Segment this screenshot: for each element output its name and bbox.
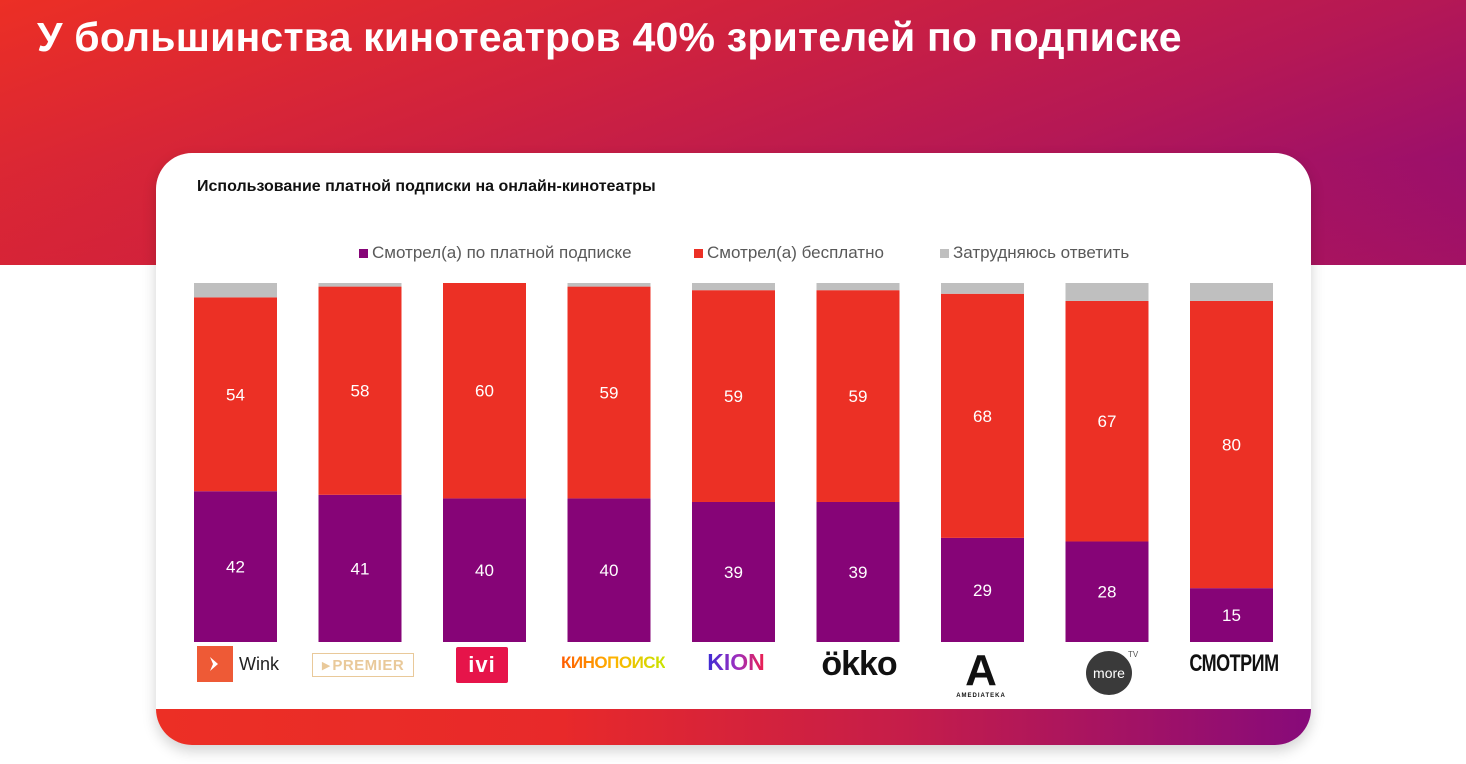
bar-segment-unsure-5 — [816, 283, 900, 291]
bar-segment-unsure-8 — [1190, 283, 1273, 301]
bar-segment-free-0 — [194, 297, 277, 492]
bar-segment-unsure-1 — [318, 283, 402, 287]
kinopoisk-text: КИНОПОИСК — [561, 653, 665, 672]
bar-segment-unsure-0 — [194, 283, 277, 298]
bar-segment-paid-8 — [1190, 588, 1273, 642]
data-label-paid-7: 28 — [1098, 583, 1117, 602]
bar-segment-paid-6 — [941, 537, 1024, 642]
logo-kion: KION — [696, 649, 776, 675]
data-label-paid-2: 40 — [475, 561, 494, 580]
chart-title: Использование платной подписки на онлайн… — [197, 178, 656, 195]
bar-segment-paid-3 — [567, 498, 651, 642]
bar-segment-paid-2 — [443, 498, 526, 642]
legend-item-free: Смотрел(а) бесплатно — [694, 243, 884, 263]
smotrim-text: СМОТРИМ — [1189, 648, 1279, 676]
bar-segment-free-8 — [1190, 300, 1273, 589]
legend-swatch-free — [694, 248, 703, 258]
amediateka-letter: A — [965, 646, 997, 695]
bar-segment-paid-1 — [318, 494, 402, 642]
data-label-free-3: 59 — [600, 383, 619, 402]
logo-wink: Wink — [193, 646, 283, 682]
bar-segment-free-6 — [941, 293, 1024, 538]
ivi-text: ivi — [468, 652, 496, 677]
legend-item-unsure: Затрудняюсь ответить — [940, 243, 1129, 263]
data-label-free-1: 58 — [351, 382, 370, 401]
bar-segment-free-4 — [692, 290, 775, 502]
premier-play-icon: ▶ — [321, 659, 331, 672]
bar-segment-unsure-3 — [567, 283, 651, 287]
bar-segment-free-3 — [567, 286, 651, 499]
logo-smotrim: СМОТРИМ — [1189, 649, 1279, 677]
wink-play-icon — [197, 646, 233, 682]
bar-segment-paid-4 — [692, 501, 775, 642]
data-label-paid-5: 39 — [849, 563, 868, 582]
bar-segment-free-7 — [1065, 300, 1149, 542]
wink-text: Wink — [239, 653, 279, 674]
data-label-free-5: 59 — [849, 387, 868, 406]
bar-segment-unsure-7 — [1065, 283, 1149, 301]
data-label-paid-3: 40 — [600, 561, 619, 580]
legend-swatch-unsure — [940, 248, 949, 258]
bar-segment-paid-5 — [816, 501, 900, 642]
data-label-free-0: 54 — [226, 385, 245, 404]
moretv-text: more — [1093, 665, 1125, 681]
legend-label-paid: Смотрел(а) по платной подписке — [372, 243, 632, 262]
chart-legend: Смотрел(а) по платной подписке Смотрел(а… — [156, 243, 1311, 265]
data-label-free-6: 68 — [973, 407, 992, 426]
data-label-free-8: 80 — [1222, 436, 1241, 455]
data-label-paid-8: 15 — [1222, 606, 1241, 625]
premier-text: PREMIER — [332, 656, 405, 674]
bar-segment-free-1 — [318, 286, 402, 495]
stacked-bar-chart: 42 54 41 58 40 60 40 59 39 59 39 59 29 68 28 67 15 80 — [194, 283, 1273, 642]
bar-segment-paid-7 — [1065, 541, 1149, 642]
bar-segment-paid-0 — [194, 491, 277, 642]
data-label-paid-4: 39 — [724, 563, 743, 582]
logo-ivi: ivi — [456, 647, 508, 683]
logo-moretv: more — [1086, 651, 1132, 695]
legend-label-unsure: Затрудняюсь ответить — [953, 243, 1130, 262]
amediateka-text: AMEDIATEKA — [956, 693, 1006, 699]
logo-okko: ökko — [813, 644, 905, 683]
data-label-paid-1: 41 — [351, 559, 370, 578]
data-label-free-2: 60 — [475, 382, 494, 401]
bar-segment-unsure-6 — [941, 283, 1024, 294]
logo-kinopoisk: КИНОПОИСК — [555, 652, 671, 674]
chart-card: Использование платной подписки на онлайн… — [156, 153, 1311, 745]
bar-segment-unsure-4 — [692, 283, 775, 291]
legend-label-free: Смотрел(а) бесплатно — [707, 243, 884, 262]
page-title: У большинства кинотеатров 40% зрителей п… — [37, 14, 1182, 60]
logo-premier: ▶ PREMIER — [312, 653, 414, 677]
card-footer-band — [156, 709, 1311, 745]
bar-segment-free-5 — [816, 290, 900, 502]
logo-amediateka: A AMEDIATEKA — [941, 644, 1021, 704]
okko-text: ökko — [821, 644, 897, 683]
bar-segment-free-2 — [443, 283, 526, 499]
data-label-paid-6: 29 — [973, 581, 992, 600]
legend-swatch-paid — [359, 248, 368, 258]
data-label-paid-0: 42 — [226, 558, 245, 577]
data-label-free-7: 67 — [1098, 412, 1117, 431]
data-label-free-4: 59 — [724, 387, 743, 406]
legend-item-paid: Смотрел(а) по платной подписке — [359, 243, 632, 263]
kion-text: KION — [707, 648, 765, 675]
moretv-tv-text: TV — [1128, 650, 1139, 659]
